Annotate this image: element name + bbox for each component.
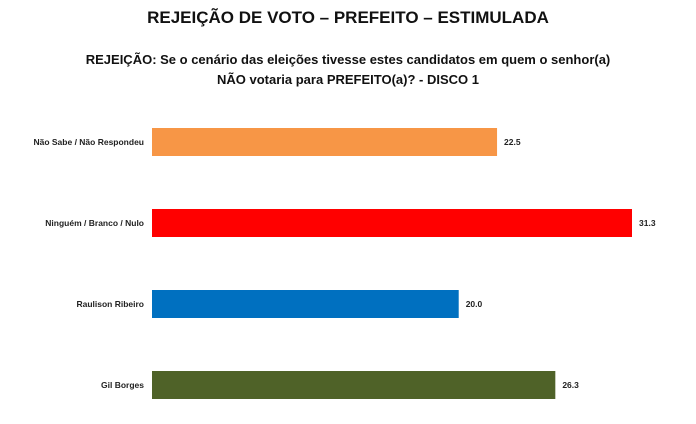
chart-subtitle-line2: NÃO votaria para PREFEITO(a)? - DISCO 1 — [217, 72, 479, 87]
bar — [152, 128, 498, 156]
data-label: 26.3 — [562, 380, 579, 390]
chart-subtitle-line1: REJEIÇÃO: Se o cenário das eleições tive… — [85, 52, 611, 67]
bar — [152, 209, 632, 237]
bar — [152, 371, 556, 399]
data-label: 22.5 — [504, 137, 521, 147]
data-label: 31.3 — [639, 218, 656, 228]
chart-title: REJEIÇÃO DE VOTO – PREFEITO – ESTIMULADA — [147, 8, 549, 27]
data-label: 20.0 — [466, 299, 483, 309]
category-label: Ninguém / Branco / Nulo — [45, 218, 144, 228]
category-label: Gil Borges — [101, 380, 144, 390]
category-label: Não Sabe / Não Respondeu — [33, 137, 144, 147]
category-label: Raulison Ribeiro — [76, 299, 144, 309]
bar — [152, 290, 459, 318]
